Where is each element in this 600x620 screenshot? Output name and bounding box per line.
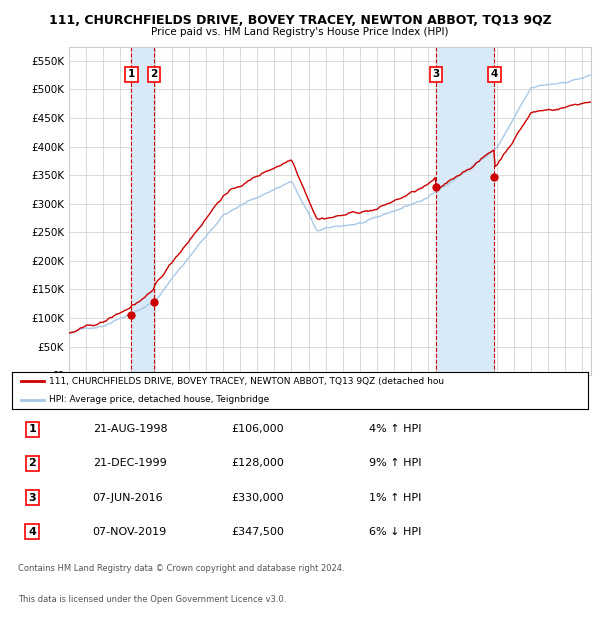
Text: 2: 2 [28,458,36,469]
Text: 9% ↑ HPI: 9% ↑ HPI [369,458,422,469]
Text: Price paid vs. HM Land Registry's House Price Index (HPI): Price paid vs. HM Land Registry's House … [151,27,449,37]
Text: £347,500: £347,500 [231,526,284,537]
Text: 21-DEC-1999: 21-DEC-1999 [92,458,166,469]
Text: 4% ↑ HPI: 4% ↑ HPI [369,424,422,435]
Text: 2: 2 [151,69,158,79]
Text: 3: 3 [432,69,439,79]
Text: 1% ↑ HPI: 1% ↑ HPI [369,492,421,503]
Text: £128,000: £128,000 [231,458,284,469]
Text: 111, CHURCHFIELDS DRIVE, BOVEY TRACEY, NEWTON ABBOT, TQ13 9QZ: 111, CHURCHFIELDS DRIVE, BOVEY TRACEY, N… [49,14,551,27]
Text: This data is licensed under the Open Government Licence v3.0.: This data is licensed under the Open Gov… [18,595,286,604]
Text: 21-AUG-1998: 21-AUG-1998 [92,424,167,435]
Text: 07-JUN-2016: 07-JUN-2016 [92,492,163,503]
Text: 1: 1 [28,424,36,435]
Bar [131,46,154,375]
Text: 4: 4 [28,526,36,537]
Text: HPI: Average price, detached house, Teignbridge: HPI: Average price, detached house, Teig… [49,396,269,404]
Text: £330,000: £330,000 [231,492,284,503]
Text: 6% ↓ HPI: 6% ↓ HPI [369,526,421,537]
Text: 111, CHURCHFIELDS DRIVE, BOVEY TRACEY, NEWTON ABBOT, TQ13 9QZ (detached hou: 111, CHURCHFIELDS DRIVE, BOVEY TRACEY, N… [49,377,445,386]
Text: 07-NOV-2019: 07-NOV-2019 [92,526,167,537]
Text: 4: 4 [491,69,498,79]
Text: Contains HM Land Registry data © Crown copyright and database right 2024.: Contains HM Land Registry data © Crown c… [18,564,344,574]
Bar [436,46,494,375]
Text: 3: 3 [28,492,36,503]
Text: 1: 1 [128,69,135,79]
Text: £106,000: £106,000 [231,424,284,435]
